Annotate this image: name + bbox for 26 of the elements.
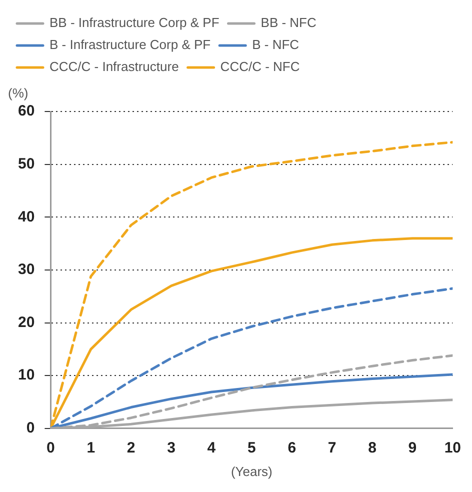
- x-tick-label: 6: [288, 440, 296, 457]
- y-tick-label: 50: [18, 156, 35, 173]
- y-axis-title: (%): [8, 85, 28, 100]
- legend-label: B - Infrastructure Corp & PF: [50, 37, 211, 52]
- legend-label: CCC/C - Infrastructure: [50, 59, 179, 74]
- y-tick-label: 20: [18, 314, 35, 331]
- x-tick-label: 10: [444, 440, 461, 457]
- legend-label: BB - Infrastructure Corp & PF: [50, 15, 220, 30]
- x-axis-title: (Years): [230, 464, 272, 479]
- x-tick-label: 5: [248, 440, 256, 457]
- y-tick-label: 60: [18, 102, 35, 120]
- x-tick-label: 3: [167, 440, 176, 457]
- x-tick-label: 4: [207, 440, 216, 457]
- x-tick-label: 2: [126, 440, 136, 457]
- y-tick-label: 10: [18, 366, 35, 384]
- y-tick-label: 40: [18, 208, 35, 226]
- x-tick-label: 0: [46, 440, 55, 457]
- legend-label: BB - NFC: [260, 15, 316, 30]
- y-tick-label: 0: [26, 420, 35, 437]
- x-tick-label: 8: [368, 440, 376, 457]
- x-tick-label: 9: [408, 440, 417, 457]
- y-tick-label: 30: [18, 261, 35, 278]
- x-tick-label: 1: [86, 440, 96, 457]
- x-tick-label: 7: [328, 440, 336, 457]
- legend-label: B - NFC: [252, 37, 300, 52]
- legend-label: CCC/C - NFC: [220, 59, 300, 74]
